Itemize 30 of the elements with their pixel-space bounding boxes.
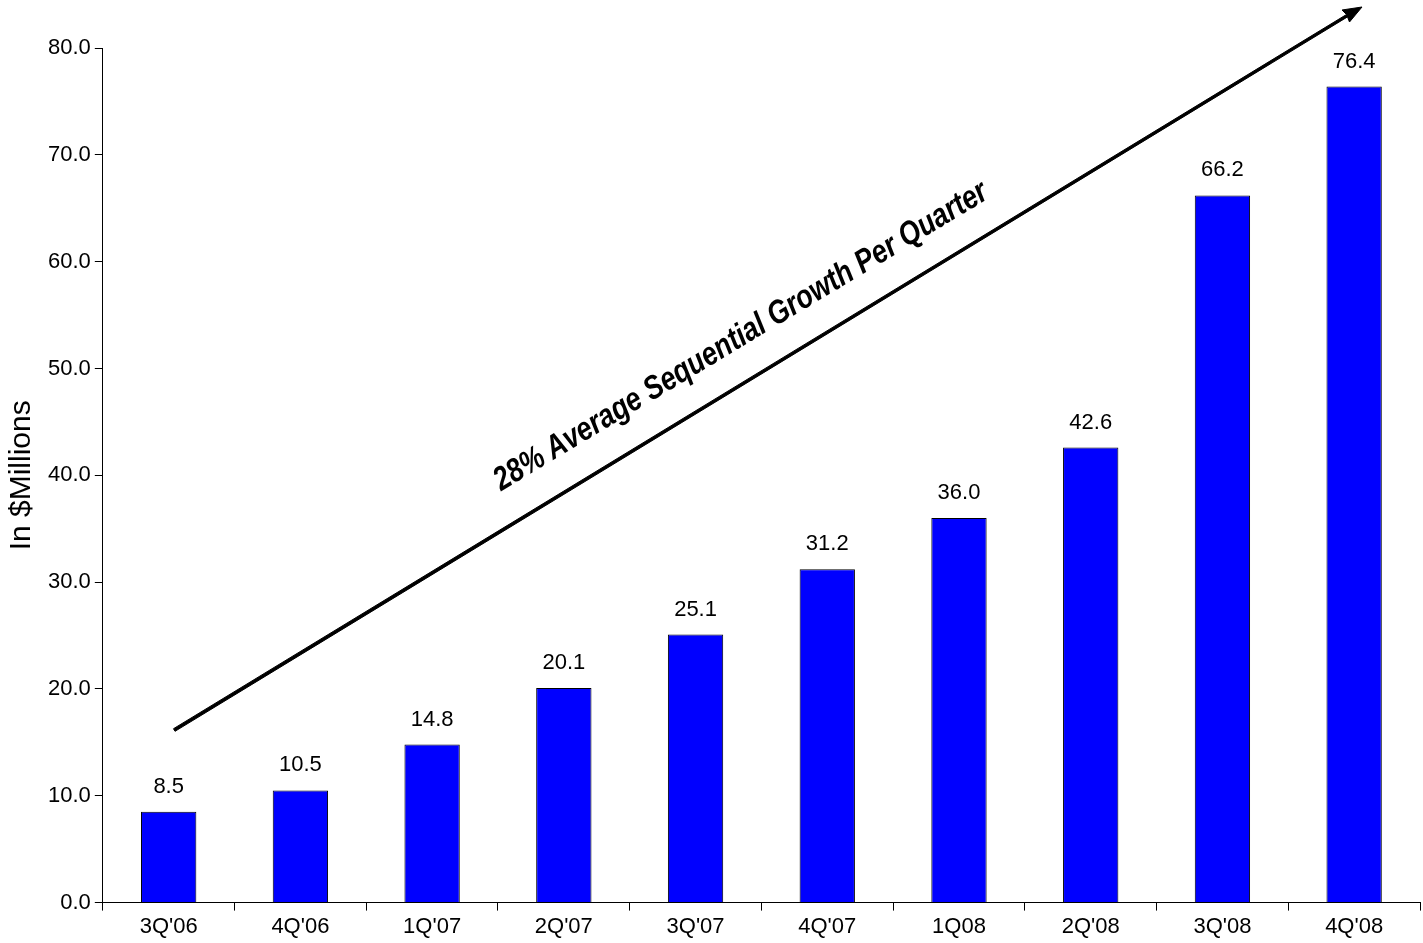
y-tick-label: 20.0 — [47, 675, 91, 701]
y-tick-label: 60.0 — [47, 247, 91, 273]
x-tick-label: 4Q'06 — [271, 912, 330, 938]
y-tick-label: 10.0 — [47, 781, 91, 807]
data-label: 66.2 — [1201, 156, 1244, 182]
y-tick-label: 70.0 — [47, 140, 91, 166]
data-label: 76.4 — [1332, 47, 1376, 73]
y-tick-label: 40.0 — [47, 461, 91, 487]
data-label: 10.5 — [278, 751, 322, 777]
data-label: 20.1 — [542, 648, 586, 674]
x-tick-label: 4Q'08 — [1325, 912, 1384, 938]
x-tick-label: 1Q'07 — [403, 912, 462, 938]
y-tick-label: 0.0 — [60, 888, 91, 914]
x-tick-label: 3Q'07 — [666, 912, 725, 938]
y-tick-label: 50.0 — [47, 354, 91, 380]
y-tick-label: 30.0 — [47, 568, 91, 594]
y-tick-label: 80.0 — [47, 34, 91, 60]
x-tick-label: 3Q'08 — [1193, 912, 1252, 938]
y-axis-title: In $Millions — [3, 400, 37, 551]
data-label: 14.8 — [410, 705, 454, 731]
data-label: 8.5 — [153, 772, 184, 798]
data-label: 42.6 — [1069, 408, 1113, 434]
x-tick-label: 1Q08 — [932, 912, 986, 938]
data-label: 31.2 — [805, 530, 849, 556]
data-label: 36.0 — [937, 479, 981, 505]
x-tick-label: 3Q'06 — [139, 912, 198, 938]
x-tick-label: 2Q'07 — [534, 912, 593, 938]
data-label: 25.1 — [674, 595, 717, 621]
x-tick-label: 4Q'07 — [798, 912, 857, 938]
x-tick-label: 2Q'08 — [1061, 912, 1120, 938]
